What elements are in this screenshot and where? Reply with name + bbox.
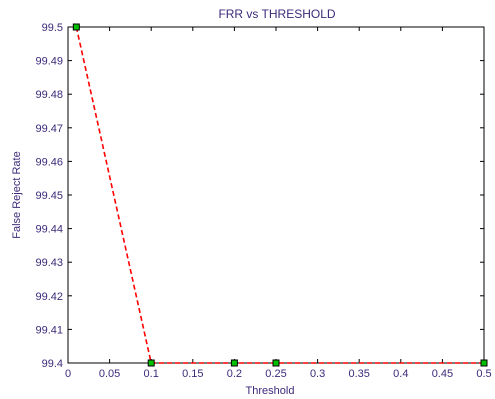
y-tick-label: 99.42 bbox=[35, 291, 63, 303]
x-tick-label: 0 bbox=[65, 368, 71, 380]
series-layer bbox=[72, 23, 488, 367]
y-axis-label: False Reject Rate bbox=[11, 151, 23, 238]
plot-area bbox=[67, 26, 485, 364]
data-point bbox=[147, 359, 155, 367]
data-point bbox=[480, 359, 488, 367]
x-tick-label: 0.2 bbox=[227, 368, 242, 380]
chart-title: FRR vs THRESHOLD bbox=[218, 7, 335, 21]
x-tick-label: 0.5 bbox=[476, 368, 491, 380]
y-tick-label: 99.49 bbox=[35, 56, 63, 68]
x-axis-label: Threshold bbox=[246, 385, 295, 397]
x-tick-label: 0.4 bbox=[393, 368, 408, 380]
x-tick-label: 0.25 bbox=[265, 368, 286, 380]
y-tick-label: 99.46 bbox=[35, 156, 63, 168]
data-point bbox=[272, 359, 280, 367]
data-point bbox=[72, 23, 80, 31]
y-tick-label: 99.4 bbox=[42, 358, 63, 370]
y-tick-label: 99.47 bbox=[35, 123, 63, 135]
x-tick-label: 0.15 bbox=[182, 368, 203, 380]
x-tick-label: 0.45 bbox=[432, 368, 453, 380]
y-axis: 99.4 99.41 99.42 99.43 99.44 99.45 99.46 99.47 9… bbox=[35, 22, 484, 370]
y-tick-label: 99.45 bbox=[35, 190, 63, 202]
x-axis: 0 0.05 0.1 0.15 0.2 0.25 0.3 0.35 0.4 0.45 0.5 bbox=[65, 27, 492, 380]
y-tick-label: 99.43 bbox=[35, 257, 63, 269]
x-tick-label: 0.3 bbox=[310, 368, 325, 380]
y-tick-label: 99.48 bbox=[35, 89, 63, 101]
x-tick-label: 0.1 bbox=[144, 368, 159, 380]
y-tick-label: 99.44 bbox=[35, 224, 63, 236]
y-tick-label: 99.41 bbox=[35, 324, 63, 336]
x-tick-label: 0.35 bbox=[348, 368, 369, 380]
y-tick-label: 99.5 bbox=[42, 22, 63, 34]
x-tick-label: 0.05 bbox=[99, 368, 120, 380]
data-point bbox=[230, 359, 238, 367]
